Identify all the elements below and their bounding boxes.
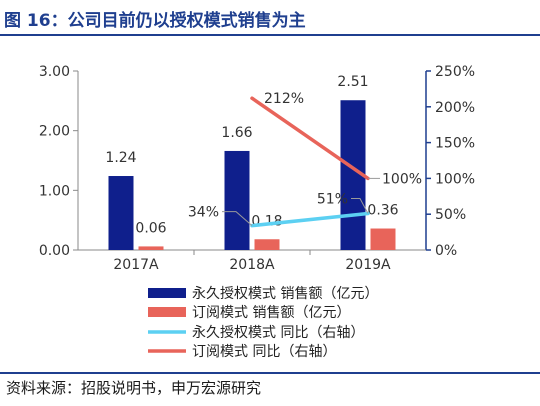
left-tick-label: 3.00: [39, 64, 70, 80]
bar-data-label: 2.51: [337, 74, 368, 90]
bar-data-label: 0.36: [367, 203, 398, 219]
figure-title: 图 16：公司目前仍以授权模式销售为主: [4, 11, 306, 31]
bar-perpetual: [224, 150, 250, 250]
legend-swatch: [148, 307, 186, 317]
bar-subscription: [370, 228, 396, 250]
right-tick-label: 50%: [435, 207, 466, 223]
legend-label: 订阅模式 销售额（亿元）: [192, 305, 350, 321]
bar-subscription: [138, 246, 164, 250]
bar-perpetual: [108, 176, 134, 250]
subscription-yoy-line: [250, 96, 370, 181]
x-tick-label: 2017A: [113, 257, 159, 273]
right-tick-label: 150%: [435, 136, 475, 152]
bar-data-label: 1.66: [221, 125, 252, 141]
line-data-label: 51%: [317, 191, 348, 207]
title-divider: [0, 34, 540, 36]
label-leader: [351, 197, 369, 214]
right-tick-label: 100%: [435, 171, 475, 187]
left-tick-label: 2.00: [39, 124, 70, 140]
legend-swatch: [148, 288, 186, 298]
right-tick-label: 250%: [435, 64, 475, 80]
source-note: 资料来源：招股说明书，申万宏源研究: [6, 379, 262, 397]
bar-data-label: 0.06: [135, 220, 166, 236]
label-leader: [222, 211, 253, 227]
legend-label: 永久授权模式 同比（右轴）: [192, 325, 364, 341]
line-data-label: 212%: [264, 91, 304, 107]
bar-subscription: [254, 239, 280, 250]
right-tick-label: 200%: [435, 100, 475, 116]
right-tick-label: 0%: [435, 243, 457, 259]
x-tick-label: 2018A: [229, 257, 275, 273]
legend-label: 永久授权模式 销售额（亿元）: [192, 286, 378, 302]
left-tick-label: 0.00: [39, 243, 70, 259]
bar-data-label: 1.24: [105, 150, 136, 166]
source-divider: [0, 372, 540, 374]
left-tick-label: 1.00: [39, 183, 70, 199]
line-data-label: 34%: [188, 205, 219, 221]
perpetual-yoy-line: [250, 211, 370, 228]
legend-label: 订阅模式 同比（右轴）: [192, 344, 336, 360]
line-data-label: 100%: [382, 171, 422, 187]
x-tick-label: 2019A: [345, 257, 391, 273]
